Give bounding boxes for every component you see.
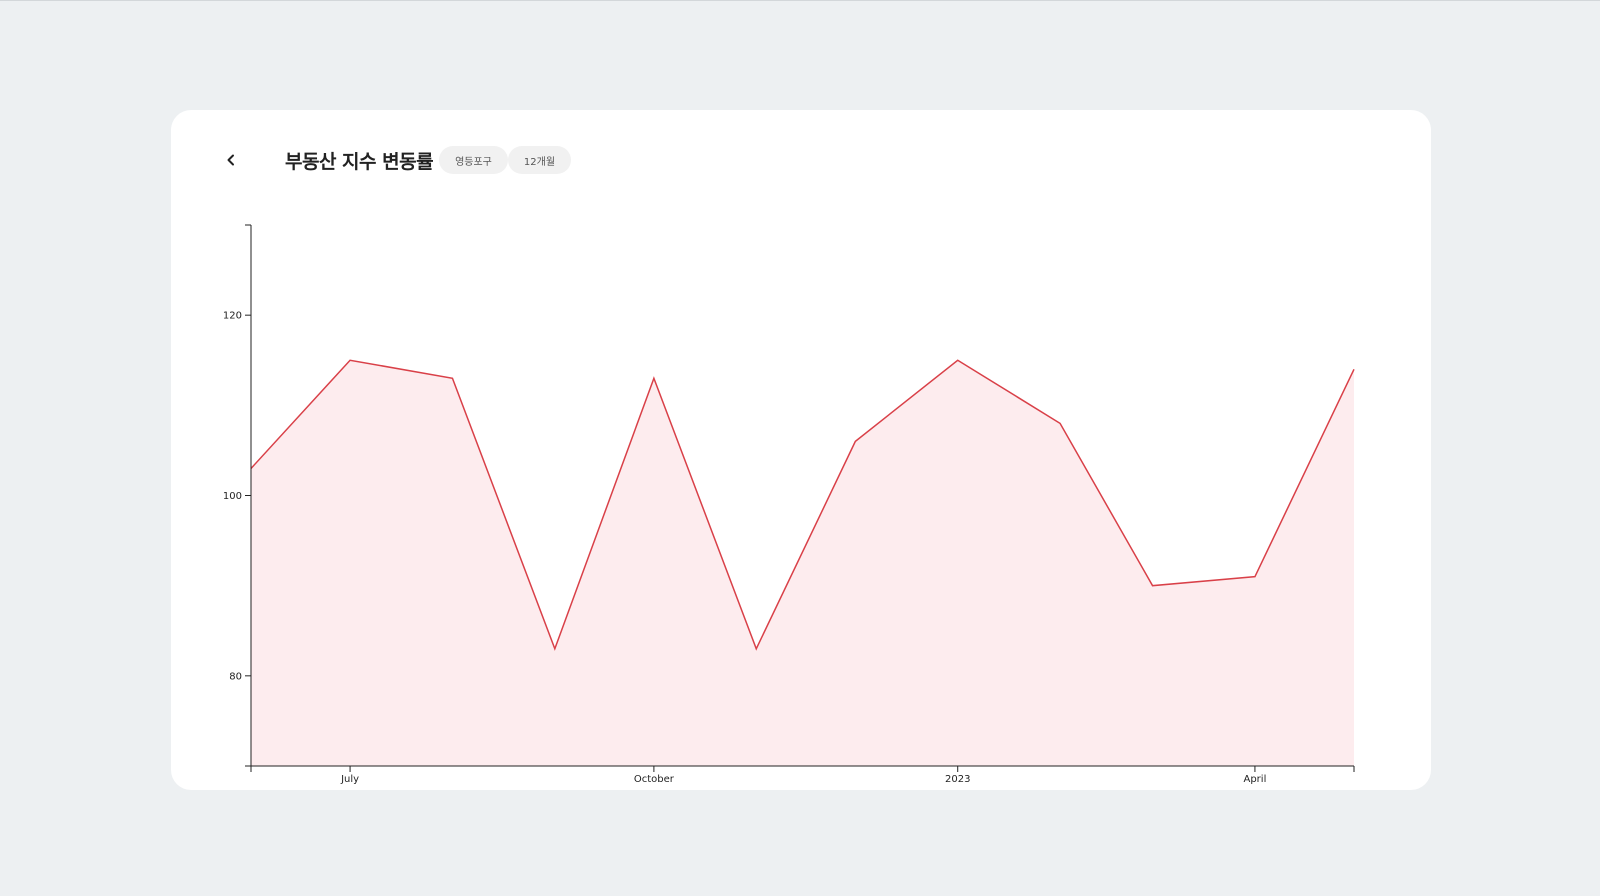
top-border <box>0 0 1600 1</box>
back-button[interactable] <box>219 148 243 172</box>
y-tick-label: 120 <box>223 311 242 322</box>
filter-chips: 영등포구 12개월 <box>439 146 572 174</box>
chip-period[interactable]: 12개월 <box>507 146 572 174</box>
x-tick-label: 2023 <box>945 774 970 785</box>
series-line <box>250 359 1355 651</box>
chevron-left-icon <box>227 154 234 166</box>
chart-header: 부동산 지수 변동률 영등포구 12개월 <box>219 140 572 180</box>
area-fill <box>251 360 1354 766</box>
chip-district[interactable]: 영등포구 <box>439 146 508 174</box>
chart-card: 부동산 지수 변동률 영등포구 12개월 80 100 120 July October… <box>171 110 1431 790</box>
page-title: 부동산 지수 변동률 <box>285 150 434 173</box>
area-chart: 80 100 120 July October 2023 April <box>223 224 1355 785</box>
y-tick-label: 80 <box>229 671 242 682</box>
x-tick-label: July <box>340 774 359 785</box>
x-tick-label: October <box>634 774 675 785</box>
y-tick-label: 100 <box>223 491 242 502</box>
x-tick-label: April <box>1243 774 1266 785</box>
